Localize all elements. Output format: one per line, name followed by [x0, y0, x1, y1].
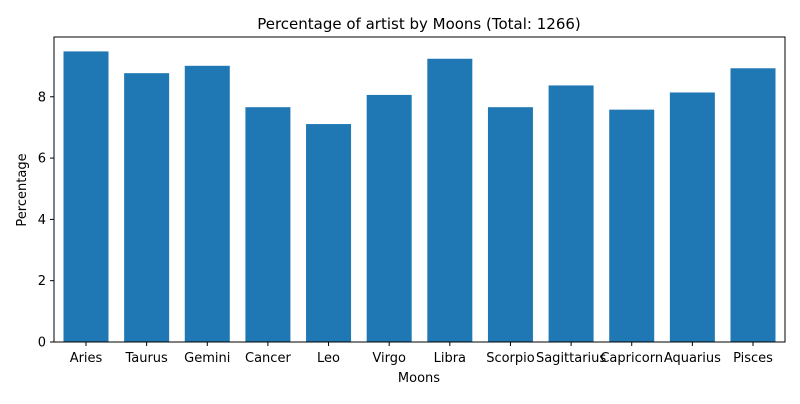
plot-frame — [53, 36, 786, 343]
x-tick-label: Taurus — [124, 351, 168, 366]
y-tick-label: 4 — [38, 213, 46, 228]
bar-leo — [306, 124, 352, 342]
chart-title: Percentage of artist by Moons (Total: 12… — [257, 15, 581, 33]
bar-capricorn — [609, 109, 655, 343]
x-tick-label: Scorpio — [486, 351, 535, 366]
bar-sagittarius — [548, 85, 594, 343]
x-tick-label: Leo — [317, 351, 340, 366]
x-tick-label: Libra — [434, 351, 466, 366]
x-tick-label: Capricorn — [600, 351, 663, 366]
bar-cancer — [245, 107, 291, 342]
bar-gemini — [184, 65, 230, 342]
bar-scorpio — [487, 107, 533, 342]
x-tick-label: Gemini — [184, 351, 230, 366]
x-tick-label: Sagittarius — [536, 351, 606, 366]
x-axis: Aries Taurus Gemini Cancer Leo Virgo Libra Scor… — [70, 342, 773, 366]
y-tick-label: 2 — [38, 274, 46, 289]
bar-virgo — [366, 94, 412, 343]
bar-aries — [63, 51, 109, 342]
y-axis: 0 2 4 6 8 — [38, 90, 54, 351]
x-tick-label: Pisces — [733, 351, 773, 366]
bars-group — [63, 51, 776, 343]
x-tick-label: Virgo — [372, 351, 406, 366]
bar-libra — [427, 58, 473, 342]
y-axis-label: Percentage — [15, 153, 30, 226]
x-tick-label: Aries — [70, 351, 103, 366]
x-tick-label: Cancer — [245, 351, 291, 366]
x-tick-label: Aquarius — [664, 351, 721, 366]
x-axis-label: Moons — [398, 371, 440, 386]
y-tick-label: 0 — [38, 336, 46, 351]
y-tick-label: 6 — [38, 152, 46, 167]
bar-pisces — [730, 68, 776, 343]
bar-aquarius — [669, 92, 715, 342]
y-tick-label: 8 — [38, 90, 46, 105]
bar-taurus — [124, 73, 170, 343]
